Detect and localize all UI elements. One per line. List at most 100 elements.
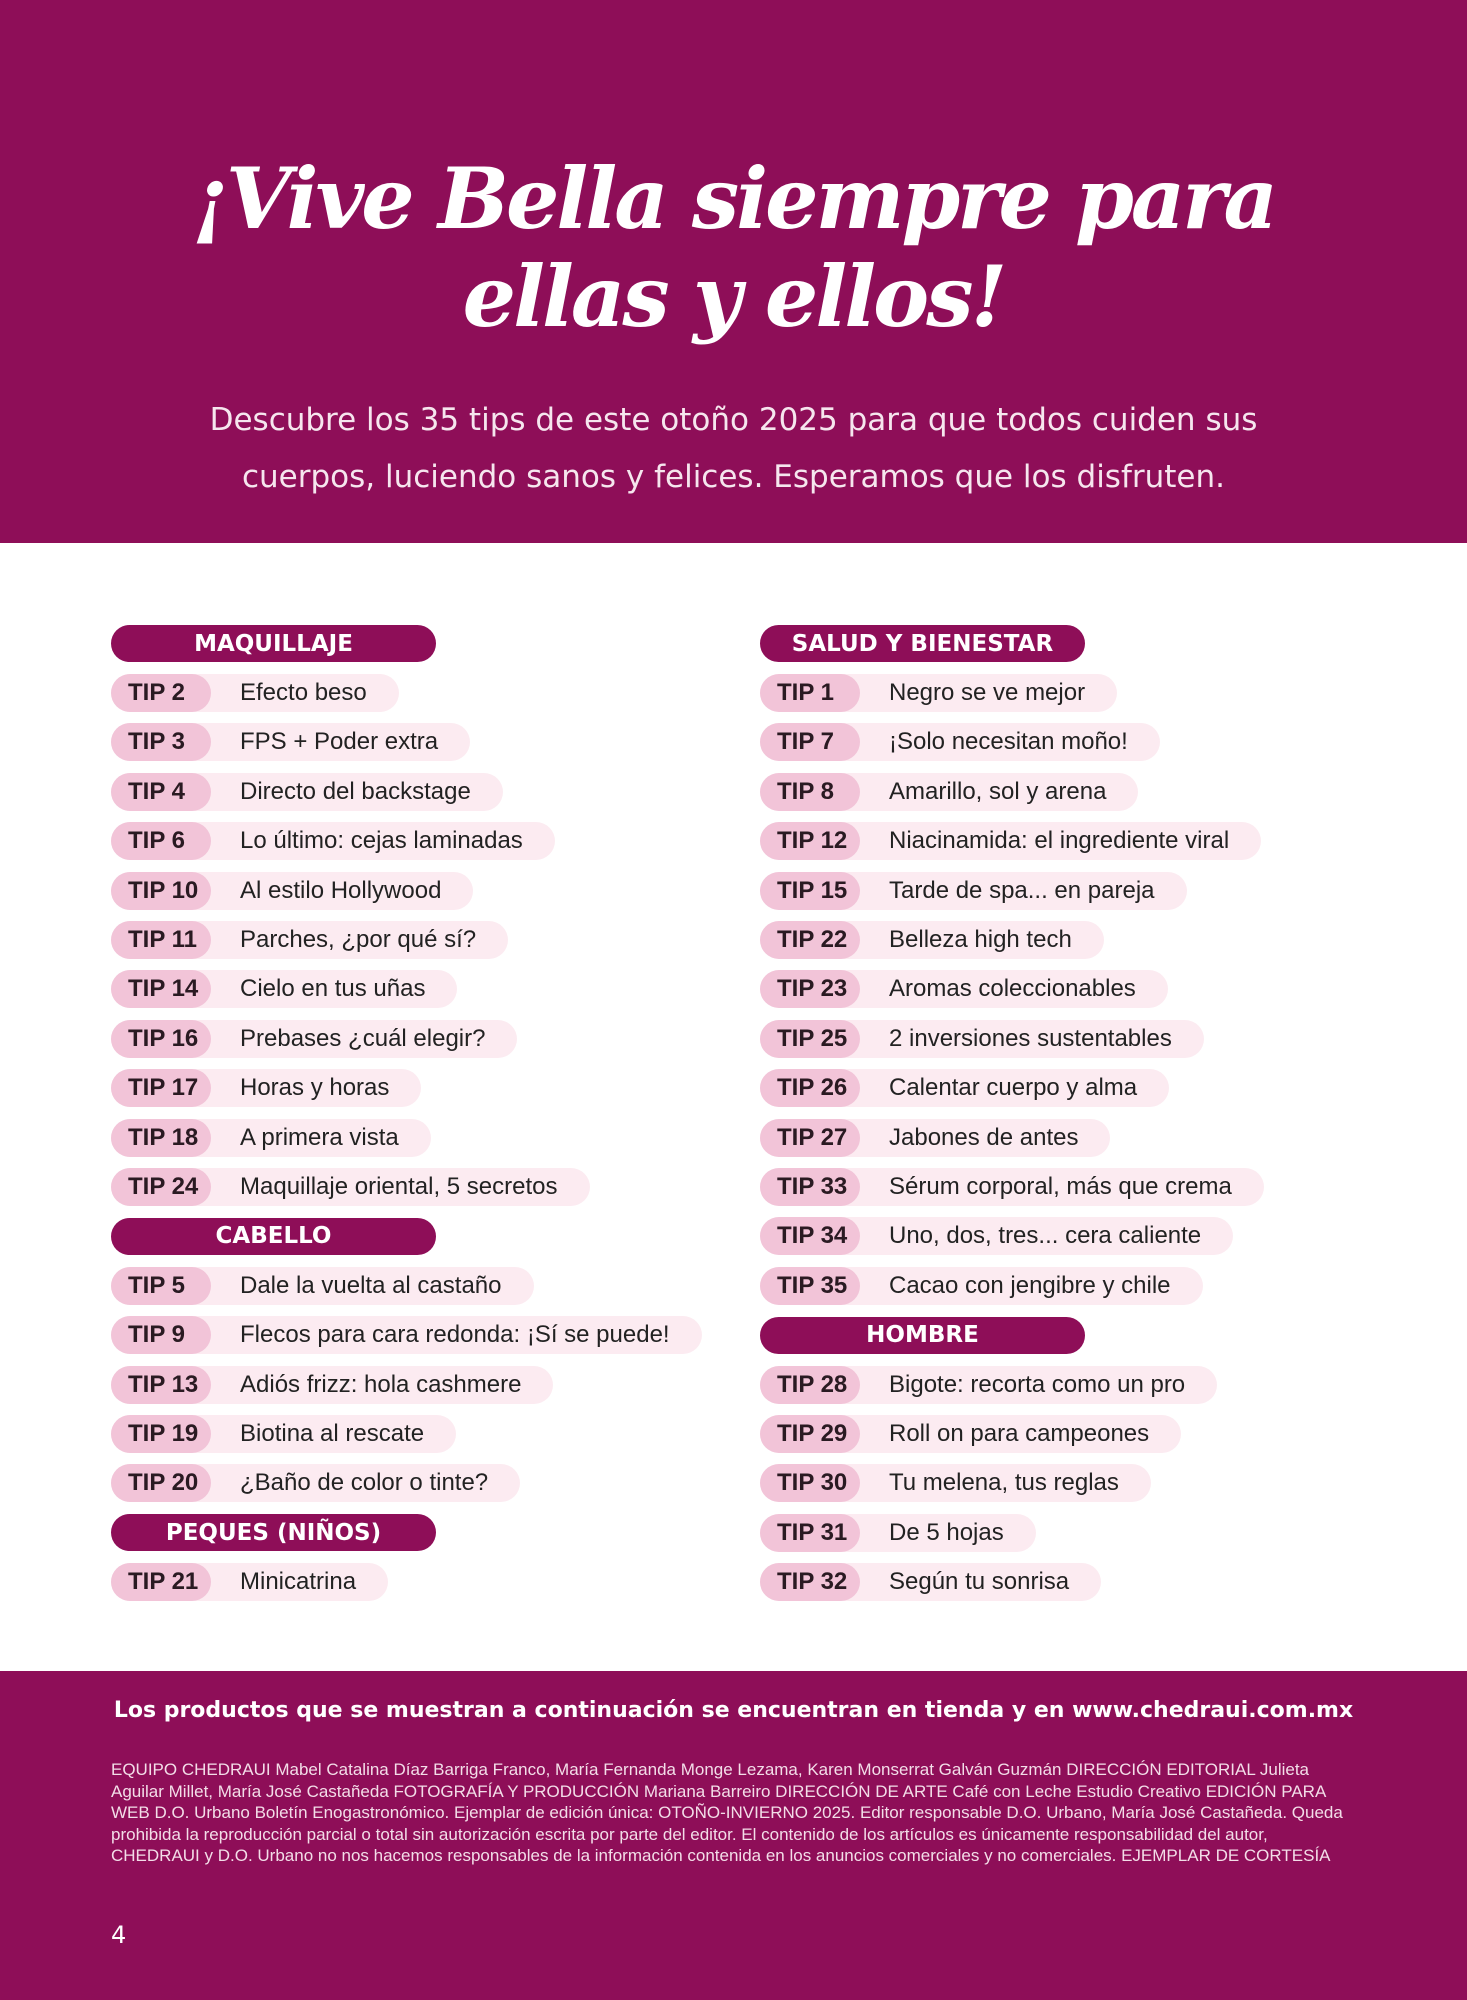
tip-title: Maquillaje oriental, 5 secretos <box>240 1172 558 1200</box>
page-number: 4 <box>111 1921 127 1949</box>
tip-item: TIP 12 Niacinamida: el ingrediente viral <box>760 822 1262 861</box>
tip-number: TIP 23 <box>760 970 860 1009</box>
tip-title: Según tu sonrisa <box>889 1568 1070 1596</box>
tip-title: Niacinamida: el ingrediente viral <box>889 827 1230 855</box>
tip-number: TIP 32 <box>760 1563 860 1602</box>
footer: Los productos que se muestran a continua… <box>0 1671 1467 2000</box>
tip-item: TIP 22 Belleza high tech <box>760 921 1104 960</box>
tip-item: TIP 34 Uno, dos, tres... cera caliente <box>760 1217 1234 1256</box>
tip-number: TIP 14 <box>111 970 211 1009</box>
section-header: PEQUES (NIÑOS) <box>111 1514 436 1552</box>
tip-item: TIP 2 Efecto beso <box>111 674 399 713</box>
tip-title: Cacao con jengibre y chile <box>889 1271 1171 1299</box>
tip-number: TIP 29 <box>760 1414 860 1453</box>
tip-title: Tarde de spa... en pareja <box>889 876 1155 904</box>
tip-item: TIP 32 Según tu sonrisa <box>760 1563 1102 1602</box>
tip-title: Flecos para cara redonda: ¡Sí se puede! <box>240 1321 670 1349</box>
tip-item: TIP 20 ¿Baño de color o tinte? <box>111 1464 521 1503</box>
tip-number: TIP 9 <box>111 1316 211 1355</box>
tip-title: Calentar cuerpo y alma <box>889 1074 1138 1102</box>
tip-item: TIP 9 Flecos para cara redonda: ¡Sí se pu… <box>111 1316 702 1355</box>
tip-item: TIP 7 ¡Solo necesitan moño! <box>760 723 1160 762</box>
tip-number: TIP 31 <box>760 1513 860 1552</box>
footer-credits: EQUIPO CHEDRAUI Mabel Catalina Díaz Barr… <box>111 1760 1343 1866</box>
tip-number: TIP 30 <box>760 1464 860 1503</box>
tip-title: Amarillo, sol y arena <box>889 777 1107 805</box>
tip-title: Al estilo Hollywood <box>240 876 442 904</box>
tip-title: Minicatrina <box>240 1568 357 1596</box>
tip-number: TIP 24 <box>111 1167 211 1206</box>
tip-number: TIP 15 <box>760 871 860 910</box>
tip-number: TIP 25 <box>760 1019 860 1058</box>
tip-number: TIP 8 <box>760 772 860 811</box>
header-banner: ¡Vive Bella siempre para ellas y ellos! … <box>0 0 1467 543</box>
tip-number: TIP 28 <box>760 1365 860 1404</box>
tip-title: Bigote: recorta como un pro <box>889 1370 1186 1398</box>
tip-item: TIP 14 Cielo en tus uñas <box>111 970 458 1009</box>
tip-item: TIP 26 Calentar cuerpo y alma <box>760 1069 1170 1108</box>
tip-number: TIP 16 <box>111 1019 211 1058</box>
tip-title: De 5 hojas <box>889 1518 1004 1546</box>
tip-title: Belleza high tech <box>889 926 1072 954</box>
tip-number: TIP 5 <box>111 1266 211 1305</box>
tip-item: TIP 35 Cacao con jengibre y chile <box>760 1266 1203 1305</box>
tip-title: Roll on para campeones <box>889 1419 1150 1447</box>
tip-item: TIP 8 Amarillo, sol y arena <box>760 772 1139 811</box>
tip-title: Negro se ve mejor <box>889 679 1086 707</box>
tip-item: TIP 19 Biotina al rescate <box>111 1414 457 1453</box>
tip-title: Lo último: cejas laminadas <box>240 827 523 855</box>
tip-item: TIP 23 Aromas coleccionables <box>760 970 1168 1009</box>
tip-number: TIP 21 <box>111 1563 211 1602</box>
tip-title: Prebases ¿cuál elegir? <box>240 1024 486 1052</box>
tip-number: TIP 26 <box>760 1069 860 1108</box>
tip-number: TIP 27 <box>760 1118 860 1157</box>
tip-title: FPS + Poder extra <box>240 728 439 756</box>
tip-item: TIP 33 Sérum corporal, más que crema <box>760 1167 1264 1206</box>
tip-item: TIP 3 FPS + Poder extra <box>111 723 471 762</box>
tip-number: TIP 6 <box>111 822 211 861</box>
tip-number: TIP 10 <box>111 871 211 910</box>
section-header: MAQUILLAJE <box>111 625 436 663</box>
tip-title: 2 inversiones sustentables <box>889 1024 1172 1052</box>
tip-number: TIP 35 <box>760 1266 860 1305</box>
tip-number: TIP 20 <box>111 1464 211 1503</box>
tip-item: TIP 18 A primera vista <box>111 1118 431 1157</box>
tip-item: TIP 29 Roll on para campeones <box>760 1414 1182 1453</box>
section-header: SALUD Y BIENESTAR <box>760 625 1085 663</box>
page-title: ¡Vive Bella siempre para ellas y ellos! <box>192 149 1278 346</box>
tip-item: TIP 28 Bigote: recorta como un pro <box>760 1365 1218 1404</box>
tip-number: TIP 2 <box>111 674 211 713</box>
footer-lead: Los productos que se muestran a continua… <box>113 1698 1354 1723</box>
tip-number: TIP 13 <box>111 1365 211 1404</box>
tip-item: TIP 31 De 5 hojas <box>760 1513 1036 1552</box>
tip-number: TIP 12 <box>760 822 860 861</box>
tip-number: TIP 34 <box>760 1217 860 1256</box>
tip-item: TIP 13 Adiós frizz: hola cashmere <box>111 1365 554 1404</box>
tip-title: Biotina al rescate <box>240 1419 425 1447</box>
tip-number: TIP 4 <box>111 772 211 811</box>
tip-number: TIP 1 <box>760 674 860 713</box>
tip-title: Dale la vuelta al castaño <box>240 1271 502 1299</box>
tip-title: Horas y horas <box>240 1074 390 1102</box>
tip-item: TIP 4 Directo del backstage <box>111 772 503 811</box>
tip-title: Adiós frizz: hola cashmere <box>240 1370 522 1398</box>
tip-item: TIP 24 Maquillaje oriental, 5 secretos <box>111 1167 590 1206</box>
tip-item: TIP 11 Parches, ¿por qué sí? <box>111 921 509 960</box>
tip-number: TIP 22 <box>760 921 860 960</box>
tip-title: Parches, ¿por qué sí? <box>240 926 477 954</box>
left-column: MAQUILLAJE TIP 2 Efecto beso TIP 3 FPS + Pod… <box>111 619 702 1607</box>
tip-title: ¡Solo necesitan moño! <box>889 728 1128 756</box>
tip-item: TIP 10 Al estilo Hollywood <box>111 871 474 910</box>
tip-item: TIP 1 Negro se ve mejor <box>760 674 1118 713</box>
tip-item: TIP 21 Minicatrina <box>111 1563 389 1602</box>
tip-item: TIP 16 Prebases ¿cuál elegir? <box>111 1019 518 1058</box>
section-header: HOMBRE <box>760 1316 1085 1354</box>
tip-item: TIP 5 Dale la vuelta al castaño <box>111 1266 534 1305</box>
tip-item: TIP 15 Tarde de spa... en pareja <box>760 871 1187 910</box>
tip-item: TIP 6 Lo último: cejas laminadas <box>111 822 555 861</box>
tip-title: A primera vista <box>240 1123 399 1151</box>
subtitle: Descubre los 35 tips de este otoño 2025 … <box>209 402 1258 495</box>
tip-title: Sérum corporal, más que crema <box>889 1172 1232 1200</box>
tip-number: TIP 11 <box>111 921 211 960</box>
tip-item: TIP 30 Tu melena, tus reglas <box>760 1464 1151 1503</box>
